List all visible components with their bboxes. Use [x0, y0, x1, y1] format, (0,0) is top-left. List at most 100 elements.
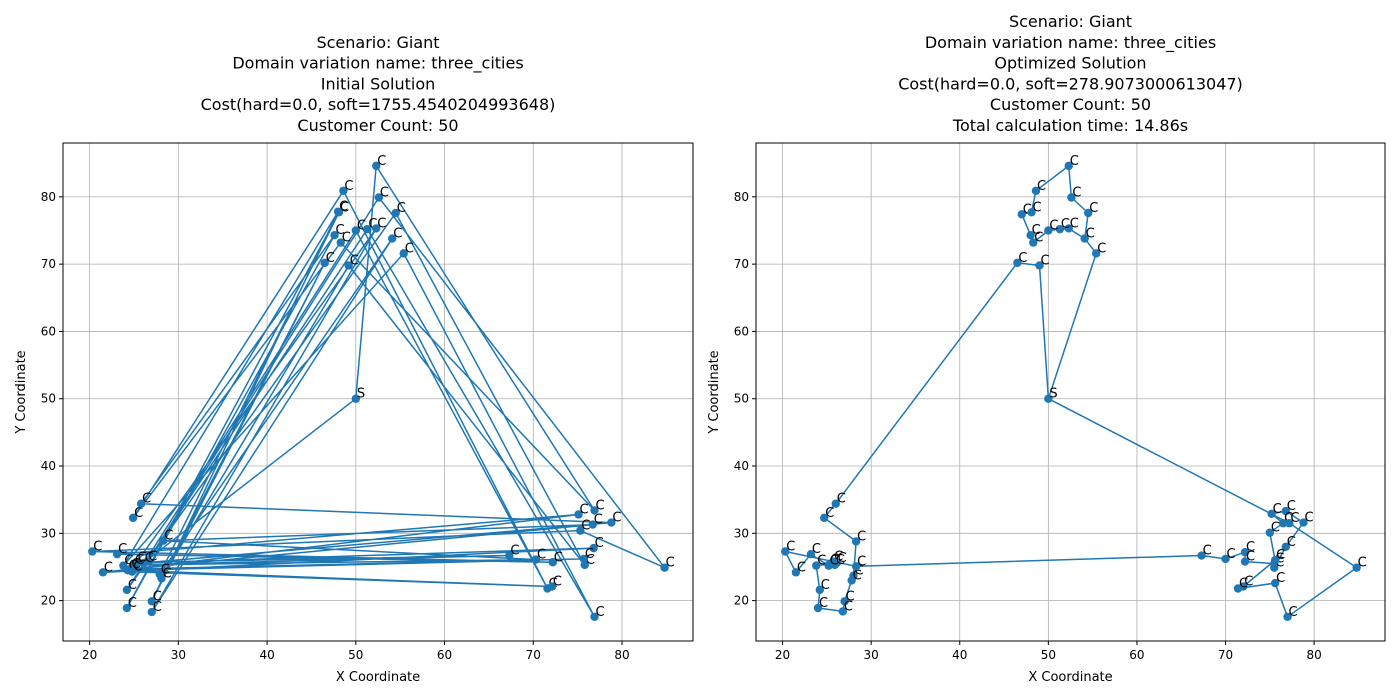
customer-label: C [326, 251, 335, 266]
customer-label: C [342, 231, 351, 246]
y-tick-label: 70 [734, 257, 749, 271]
customer-marker [1278, 519, 1288, 528]
x-tick-label: 40 [952, 648, 967, 662]
customer-label: C [368, 217, 377, 232]
optimized-solution-panel: Scenario: Giant Domain variation name: th… [707, 12, 1386, 685]
chart-title-line: Domain variation name: three_cities [925, 33, 1216, 53]
customer-label: C [128, 596, 137, 611]
customer-marker [1013, 258, 1022, 267]
customer-marker [122, 603, 132, 613]
depot-marker [351, 394, 361, 403]
customer-label: C [786, 539, 795, 554]
customer-marker [1281, 542, 1290, 551]
customer-marker [139, 558, 148, 568]
customer-marker [588, 520, 597, 529]
customer-marker [1197, 551, 1206, 560]
customer-label: C [118, 542, 127, 557]
chart-title-line: Cost(hard=0.0, soft=1755.4540204993648) [201, 95, 556, 114]
customer-label: C [145, 551, 154, 566]
customer-marker [1080, 234, 1089, 243]
customer-label: C [1246, 550, 1255, 565]
x-tick-label: 60 [437, 648, 452, 662]
customer-marker [1270, 563, 1279, 572]
customer-label: C [1070, 154, 1079, 169]
customer-label: C [1287, 499, 1296, 514]
customer-label: C [586, 553, 595, 568]
customer-label: C [836, 553, 845, 568]
customer-marker [806, 549, 816, 559]
customer-marker [351, 226, 361, 235]
customer-marker [791, 568, 801, 577]
customer-marker [576, 526, 585, 535]
x-tick-label: 30 [171, 648, 186, 662]
chart-title-line: Domain variation name: three_cities [232, 54, 523, 74]
customer-marker [851, 562, 861, 571]
customer-marker [136, 499, 146, 508]
customer-label: C [1034, 231, 1043, 246]
customer-marker [372, 161, 381, 171]
customer-marker [330, 230, 339, 240]
customer-marker [505, 551, 514, 560]
customer-label: C [133, 560, 142, 575]
customer-label: C [138, 550, 147, 565]
y-tick-label: 30 [734, 526, 749, 540]
customer-label: C [1227, 547, 1236, 562]
customer-marker [1270, 556, 1280, 565]
customer-label: C [510, 544, 519, 559]
customer-label: C [1089, 201, 1098, 216]
customer-label: C [164, 529, 173, 544]
chart-title-line: Scenario: Giant [316, 33, 439, 52]
customer-marker [391, 208, 400, 218]
customer-label: C [819, 596, 828, 611]
customer-marker [579, 554, 589, 564]
customer-marker [1240, 547, 1250, 557]
customer-label: C [1275, 552, 1284, 567]
customer-label: C [1276, 548, 1285, 563]
route-line [91, 165, 666, 618]
customer-label: C [1358, 556, 1367, 571]
y-tick-label: 50 [41, 392, 56, 406]
customer-label: C [340, 200, 349, 215]
customer-label: C [666, 556, 675, 571]
customer-marker [1031, 186, 1041, 195]
customer-marker [590, 612, 599, 621]
y-axis-label: Y Coordinate [14, 350, 29, 434]
customer-label: C [817, 554, 826, 569]
customer-label: C [1244, 574, 1253, 589]
customer-marker [122, 585, 132, 595]
customer-label: C [838, 551, 847, 566]
initial-solution-panel: Scenario: Giant Domain variation name: th… [14, 33, 694, 685]
customer-label: C [377, 154, 386, 169]
customer-label: C [153, 600, 162, 615]
customer-marker [1270, 578, 1280, 588]
customer-marker [812, 561, 821, 570]
customer-label: C [350, 253, 359, 268]
customer-marker [607, 518, 616, 527]
customer-marker [1091, 249, 1101, 258]
customer-marker [334, 208, 344, 217]
x-axis-label: X Coordinate [336, 670, 420, 685]
customer-label: C [825, 506, 834, 521]
customer-label: C [1072, 186, 1081, 201]
customer-marker [1285, 519, 1294, 528]
customer-label: C [393, 227, 402, 242]
customer-marker [1044, 226, 1053, 235]
plot-frame [755, 142, 1386, 642]
customer-label: C [134, 506, 143, 521]
customer-label: C [1304, 511, 1313, 526]
customer-label: C [339, 200, 348, 215]
x-axis-label: X Coordinate [1028, 670, 1112, 685]
customer-label: C [380, 186, 389, 201]
customer-marker [387, 234, 397, 243]
customer-marker [820, 513, 829, 523]
chart-title-line: Initial Solution [321, 74, 436, 93]
customer-label: C [128, 578, 137, 593]
y-tick-label: 80 [41, 190, 56, 204]
customer-marker [851, 537, 861, 546]
customer-label: C [1287, 535, 1296, 550]
y-tick-label: 50 [734, 392, 749, 406]
customer-marker [147, 607, 156, 617]
customer-marker [574, 510, 583, 519]
y-tick-label: 40 [734, 459, 749, 473]
